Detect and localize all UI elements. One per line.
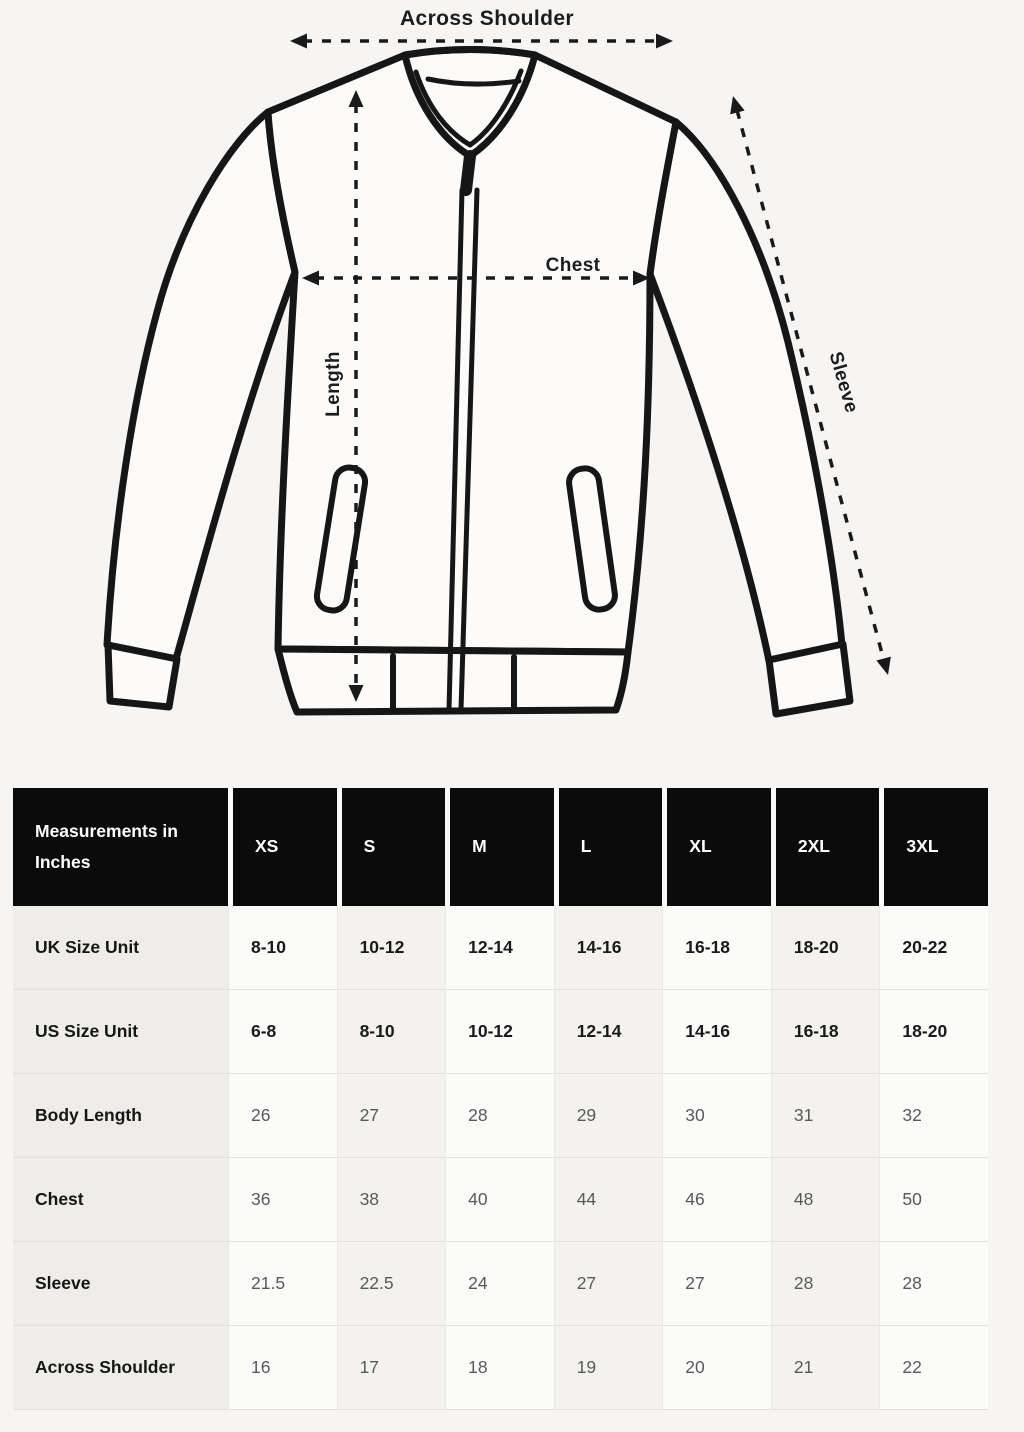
chest-arrowhead-right xyxy=(633,270,650,286)
collar-inner-v xyxy=(413,68,524,148)
row-label: US Size Unit xyxy=(13,990,228,1073)
across-shoulder-arrowhead-right xyxy=(656,33,673,49)
table-row: Sleeve 21.5 22.5 24 27 27 28 28 xyxy=(13,1242,988,1326)
chest-label: Chest xyxy=(546,255,601,276)
size-chart-cell: 20 xyxy=(662,1326,771,1409)
size-chart-cell: 6-8 xyxy=(228,990,337,1073)
header-size-L: L xyxy=(553,788,663,906)
size-chart-cell: 18-20 xyxy=(770,906,880,989)
collar-back-neck-line xyxy=(425,76,522,87)
row-label: Across Shoulder xyxy=(13,1326,228,1409)
table-row: Body Length 26 27 28 29 30 31 32 xyxy=(13,1074,988,1158)
zipper-line-left xyxy=(446,187,465,713)
size-chart-cell: 8-10 xyxy=(228,906,337,989)
size-chart-cell: 12-14 xyxy=(553,990,663,1073)
length-arrowhead-top xyxy=(348,90,364,107)
size-chart-cell: 27 xyxy=(662,1242,771,1325)
size-chart-table: Measurements in Inches XS S M L XL 2XL 3XL UK S… xyxy=(13,788,988,1410)
size-chart-cell: 48 xyxy=(770,1158,880,1241)
size-chart-cell: 16-18 xyxy=(770,990,880,1073)
jacket-right-cuff xyxy=(765,640,854,718)
size-chart-cell: 14-16 xyxy=(553,906,663,989)
length-label: Length xyxy=(323,351,344,417)
row-label: Chest xyxy=(13,1158,228,1241)
size-chart-cell: 32 xyxy=(879,1074,988,1157)
size-chart-cell: 22 xyxy=(879,1326,988,1409)
header-measure-column: Measurements in Inches xyxy=(13,788,228,906)
size-chart-cell: 27 xyxy=(336,1074,446,1157)
chest-arrowhead-left xyxy=(302,270,319,286)
size-chart-cell: 16-18 xyxy=(662,906,771,989)
sleeve-label: Sleeve xyxy=(825,349,862,415)
size-chart-header: Measurements in Inches XS S M L XL 2XL 3XL xyxy=(13,788,988,906)
size-chart-cell: 28 xyxy=(445,1074,554,1157)
size-chart-cell: 36 xyxy=(228,1158,337,1241)
size-chart-cell: 21 xyxy=(770,1326,880,1409)
table-row: Across Shoulder 16 17 18 19 20 21 22 xyxy=(13,1326,988,1410)
size-chart-cell: 40 xyxy=(445,1158,554,1241)
collar-top-edge xyxy=(401,46,539,59)
size-chart-cell: 28 xyxy=(879,1242,988,1325)
arrowheads xyxy=(290,33,891,702)
size-chart-cell: 18 xyxy=(445,1326,554,1409)
size-chart-cell: 19 xyxy=(553,1326,663,1409)
size-chart-cell: 14-16 xyxy=(662,990,771,1073)
size-chart-cell: 17 xyxy=(336,1326,446,1409)
size-chart-cell: 26 xyxy=(228,1074,337,1157)
size-chart-cell: 27 xyxy=(553,1242,663,1325)
size-chart-cell: 10-12 xyxy=(445,990,554,1073)
header-size-S: S xyxy=(336,788,446,906)
size-chart-body: UK Size Unit 8-10 10-12 12-14 14-16 16-18 18-2… xyxy=(13,906,988,1410)
size-chart-cell: 38 xyxy=(336,1158,446,1241)
sleeve-arrowhead-top xyxy=(730,96,745,115)
size-chart-cell: 28 xyxy=(770,1242,880,1325)
measurement-arrows xyxy=(303,39,886,688)
header-size-XL: XL xyxy=(662,788,771,906)
size-chart-cell: 10-12 xyxy=(336,906,446,989)
sleeve-arrowhead-bottom xyxy=(876,656,891,675)
header-size-XS: XS xyxy=(228,788,337,906)
zipper-pull xyxy=(460,150,476,196)
size-chart-cell: 22.5 xyxy=(336,1242,446,1325)
size-chart-cell: 8-10 xyxy=(336,990,446,1073)
size-chart-cell: 16 xyxy=(228,1326,337,1409)
across-shoulder-label: Across Shoulder xyxy=(400,7,574,30)
row-label: Body Length xyxy=(13,1074,228,1157)
size-chart-cell: 21.5 xyxy=(228,1242,337,1325)
header-size-2XL: 2XL xyxy=(770,788,880,906)
jacket-right-pocket xyxy=(566,465,618,613)
size-chart-cell: 44 xyxy=(553,1158,663,1241)
sleeve-arrow-line xyxy=(735,109,886,662)
jacket-diagram-svg: Across Shoulder Chest Length Sleeve xyxy=(103,7,891,718)
jacket-left-sleeve xyxy=(103,108,299,663)
size-chart-cell: 31 xyxy=(770,1074,880,1157)
table-row: UK Size Unit 8-10 10-12 12-14 14-16 16-18 18-2… xyxy=(13,906,988,990)
across-shoulder-arrowhead-left xyxy=(290,33,307,49)
jacket-measurement-diagram: Across Shoulder Chest Length Sleeve xyxy=(103,7,891,718)
table-row: US Size Unit 6-8 8-10 10-12 12-14 14-16 16-18 1… xyxy=(13,990,988,1074)
size-chart-cell: 18-20 xyxy=(879,990,988,1073)
size-chart-cell: 29 xyxy=(553,1074,663,1157)
size-chart-cell: 12-14 xyxy=(445,906,554,989)
row-label: UK Size Unit xyxy=(13,906,228,989)
size-chart-cell: 24 xyxy=(445,1242,554,1325)
header-size-M: M xyxy=(445,788,554,906)
table-row: Chest 36 38 40 44 46 48 50 xyxy=(13,1158,988,1242)
length-arrowhead-bottom xyxy=(348,685,364,702)
header-size-3XL: 3XL xyxy=(879,788,988,906)
size-chart-cell: 20-22 xyxy=(879,906,988,989)
row-label: Sleeve xyxy=(13,1242,228,1325)
jacket-left-cuff xyxy=(104,641,181,711)
size-chart-cell: 46 xyxy=(662,1158,771,1241)
jacket-hem-band xyxy=(274,645,632,716)
size-chart-cell: 50 xyxy=(879,1158,988,1241)
size-chart-cell: 30 xyxy=(662,1074,771,1157)
